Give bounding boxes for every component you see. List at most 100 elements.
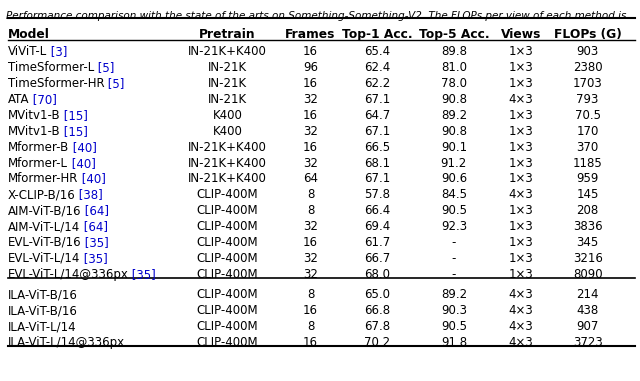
Text: ATA: ATA bbox=[8, 93, 29, 106]
Text: IN-21K+K400: IN-21K+K400 bbox=[188, 157, 267, 170]
Text: CLIP-400M: CLIP-400M bbox=[196, 220, 259, 233]
Text: 90.8: 90.8 bbox=[441, 125, 467, 138]
Text: IN-21K+K400: IN-21K+K400 bbox=[188, 173, 267, 186]
Text: 66.4: 66.4 bbox=[364, 204, 390, 217]
Text: 64.7: 64.7 bbox=[364, 109, 390, 122]
Text: 4×3: 4×3 bbox=[508, 304, 533, 317]
Text: 92.3: 92.3 bbox=[441, 220, 467, 233]
Text: ILA-ViT-B/16: ILA-ViT-B/16 bbox=[8, 304, 77, 317]
Text: 370: 370 bbox=[577, 141, 599, 154]
Text: 67.8: 67.8 bbox=[364, 320, 390, 333]
Text: 3723: 3723 bbox=[573, 336, 602, 349]
Text: 90.6: 90.6 bbox=[441, 173, 467, 186]
Text: 81.0: 81.0 bbox=[441, 61, 467, 74]
Text: IN-21K: IN-21K bbox=[208, 93, 247, 106]
Text: 90.1: 90.1 bbox=[441, 141, 467, 154]
Text: 1×3: 1×3 bbox=[508, 125, 533, 138]
Text: 1×3: 1×3 bbox=[508, 268, 533, 281]
Text: 1×3: 1×3 bbox=[508, 252, 533, 265]
Text: 66.8: 66.8 bbox=[364, 304, 390, 317]
Text: [64]: [64] bbox=[80, 220, 108, 233]
Text: [64]: [64] bbox=[81, 204, 109, 217]
Text: 438: 438 bbox=[577, 304, 599, 317]
Text: 16: 16 bbox=[303, 77, 318, 90]
Text: 68.1: 68.1 bbox=[364, 157, 390, 170]
Text: 62.2: 62.2 bbox=[364, 77, 390, 90]
Text: 32: 32 bbox=[303, 125, 318, 138]
Text: 4×3: 4×3 bbox=[508, 336, 533, 349]
Text: 70.2: 70.2 bbox=[364, 336, 390, 349]
Text: 4×3: 4×3 bbox=[508, 188, 533, 201]
Text: CLIP-400M: CLIP-400M bbox=[196, 268, 259, 281]
Text: [5]: [5] bbox=[104, 77, 124, 90]
Text: 32: 32 bbox=[303, 252, 318, 265]
Text: [3]: [3] bbox=[47, 45, 67, 58]
Text: 214: 214 bbox=[577, 288, 599, 301]
Text: 90.3: 90.3 bbox=[441, 304, 467, 317]
Text: 1×3: 1×3 bbox=[508, 204, 533, 217]
Text: Mformer-HR: Mformer-HR bbox=[8, 173, 78, 186]
Text: 1×3: 1×3 bbox=[508, 220, 533, 233]
Text: ViViT-L: ViViT-L bbox=[8, 45, 47, 58]
Text: 4×3: 4×3 bbox=[508, 93, 533, 106]
Text: 32: 32 bbox=[303, 220, 318, 233]
Text: CLIP-400M: CLIP-400M bbox=[196, 204, 259, 217]
Text: 208: 208 bbox=[577, 204, 599, 217]
Text: 32: 32 bbox=[303, 93, 318, 106]
Text: CLIP-400M: CLIP-400M bbox=[196, 288, 259, 301]
Text: 16: 16 bbox=[303, 109, 318, 122]
Text: 16: 16 bbox=[303, 141, 318, 154]
Text: 90.5: 90.5 bbox=[441, 320, 467, 333]
Text: IN-21K+K400: IN-21K+K400 bbox=[188, 45, 267, 58]
Text: 1×3: 1×3 bbox=[508, 157, 533, 170]
Text: 69.4: 69.4 bbox=[364, 220, 390, 233]
Text: 61.7: 61.7 bbox=[364, 236, 390, 249]
Text: Mformer-B: Mformer-B bbox=[8, 141, 69, 154]
Text: [35]: [35] bbox=[128, 268, 156, 281]
Text: 907: 907 bbox=[577, 320, 599, 333]
Text: 89.2: 89.2 bbox=[441, 288, 467, 301]
Text: 89.2: 89.2 bbox=[441, 109, 467, 122]
Text: CLIP-400M: CLIP-400M bbox=[196, 320, 259, 333]
Text: IN-21K: IN-21K bbox=[208, 61, 247, 74]
Text: -: - bbox=[452, 268, 456, 281]
Text: 66.7: 66.7 bbox=[364, 252, 390, 265]
Text: 8: 8 bbox=[307, 288, 314, 301]
Text: EVL-ViT-L/14: EVL-ViT-L/14 bbox=[8, 252, 80, 265]
Text: -: - bbox=[452, 236, 456, 249]
Text: 959: 959 bbox=[577, 173, 599, 186]
Text: 1×3: 1×3 bbox=[508, 45, 533, 58]
Text: 145: 145 bbox=[577, 188, 599, 201]
Text: CLIP-400M: CLIP-400M bbox=[196, 304, 259, 317]
Text: [35]: [35] bbox=[80, 252, 108, 265]
Text: [15]: [15] bbox=[60, 109, 88, 122]
Text: 793: 793 bbox=[577, 93, 599, 106]
Text: 1×3: 1×3 bbox=[508, 61, 533, 74]
Text: EVL-ViT-B/16: EVL-ViT-B/16 bbox=[8, 236, 81, 249]
Text: Performance comparison with the state of the arts on Something-Something-V2. The: Performance comparison with the state of… bbox=[6, 11, 627, 21]
Text: 96: 96 bbox=[303, 61, 318, 74]
Text: [40]: [40] bbox=[67, 157, 95, 170]
Text: 62.4: 62.4 bbox=[364, 61, 390, 74]
Text: CLIP-400M: CLIP-400M bbox=[196, 252, 259, 265]
Text: AIM-ViT-L/14: AIM-ViT-L/14 bbox=[8, 220, 80, 233]
Text: 1×3: 1×3 bbox=[508, 109, 533, 122]
Text: 2380: 2380 bbox=[573, 61, 602, 74]
Text: 903: 903 bbox=[577, 45, 599, 58]
Text: [70]: [70] bbox=[29, 93, 57, 106]
Text: 1703: 1703 bbox=[573, 77, 602, 90]
Text: 16: 16 bbox=[303, 45, 318, 58]
Text: 16: 16 bbox=[303, 236, 318, 249]
Text: ILA-ViT-B/16: ILA-ViT-B/16 bbox=[8, 288, 77, 301]
Text: 90.5: 90.5 bbox=[441, 204, 467, 217]
Text: X-CLIP-B/16: X-CLIP-B/16 bbox=[8, 188, 76, 201]
Text: 68.0: 68.0 bbox=[364, 268, 390, 281]
Text: 91.2: 91.2 bbox=[441, 157, 467, 170]
Text: IN-21K: IN-21K bbox=[208, 77, 247, 90]
Text: 78.0: 78.0 bbox=[441, 77, 467, 90]
Text: Top-5 Acc.: Top-5 Acc. bbox=[419, 28, 489, 41]
Text: Views: Views bbox=[500, 28, 541, 41]
Text: 1×3: 1×3 bbox=[508, 173, 533, 186]
Text: 64: 64 bbox=[303, 173, 318, 186]
Text: 57.8: 57.8 bbox=[364, 188, 390, 201]
